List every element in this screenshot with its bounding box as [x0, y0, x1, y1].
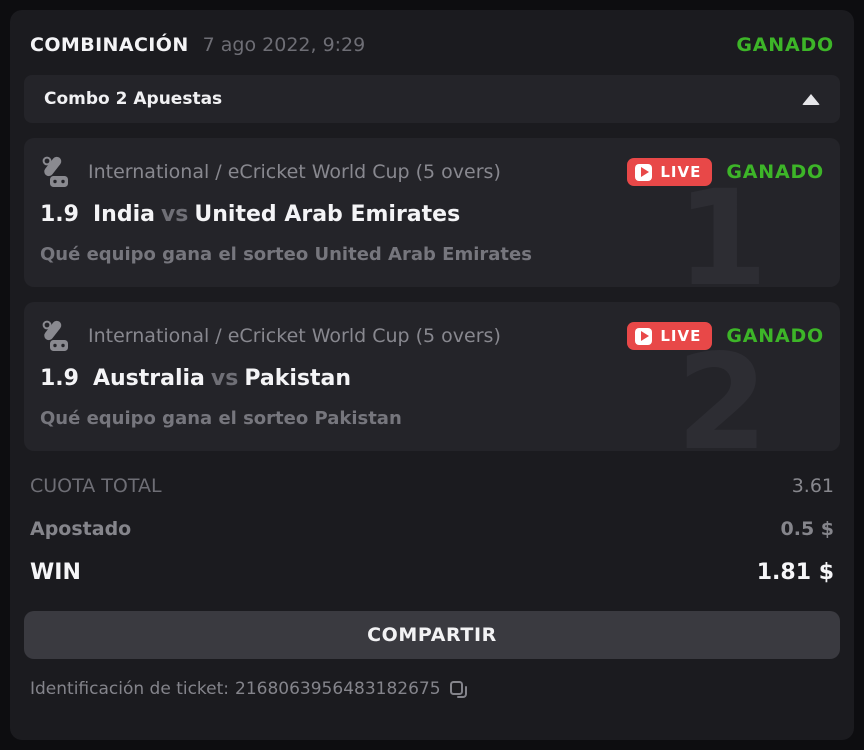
- ticket-datetime: 7 ago 2022, 9:29: [202, 34, 366, 56]
- bet-ticket-card: COMBINACIÓN 7 ago 2022, 9:29 GANADO Comb…: [10, 10, 854, 740]
- ticket-id-value: 2168063956483182675: [235, 679, 441, 699]
- combo-label: Combo 2 Apuestas: [44, 89, 223, 109]
- win-label: WIN: [30, 560, 81, 585]
- bet-odds: 1.9: [40, 366, 79, 391]
- live-badge: LIVE: [627, 158, 713, 186]
- bet-index-watermark: 2: [676, 326, 768, 451]
- ticket-header: COMBINACIÓN 7 ago 2022, 9:29 GANADO: [24, 10, 840, 56]
- chevron-up-icon[interactable]: [802, 93, 820, 105]
- bet-row-1: 1 International / eCricket World Cup (5 …: [24, 138, 840, 287]
- away-team: United Arab Emirates: [194, 202, 461, 227]
- totals-section: CUOTA TOTAL 3.61 Apostado 0.5 $ WIN 1.81…: [24, 475, 840, 585]
- home-team: Australia: [92, 366, 205, 391]
- league-name: International / eCricket World Cup (5 ov…: [88, 325, 501, 347]
- ticket-id-label: Identificación de ticket:: [30, 679, 230, 699]
- ecricket-icon: [40, 319, 76, 353]
- league-name: International / eCricket World Cup (5 ov…: [88, 161, 501, 183]
- home-team: India: [92, 202, 155, 227]
- total-odds-value: 3.61: [791, 475, 834, 497]
- away-team: Pakistan: [244, 366, 352, 391]
- bet-status-badge: GANADO: [726, 325, 824, 347]
- bet-odds: 1.9: [40, 202, 79, 227]
- match-line: 1.9 Australia vs Pakistan: [40, 366, 824, 391]
- share-button[interactable]: COMPARTIR: [24, 611, 840, 659]
- market-selection: Qué equipo gana el sorteo Pakistan: [40, 408, 402, 429]
- match-line: 1.9 India vs United Arab Emirates: [40, 202, 824, 227]
- total-odds-label: CUOTA TOTAL: [30, 475, 162, 497]
- win-value: 1.81 $: [756, 560, 834, 585]
- ecricket-icon: [40, 155, 76, 189]
- bet-index-watermark: 1: [676, 162, 768, 287]
- stake-label: Apostado: [30, 518, 132, 540]
- bet-status-badge: GANADO: [726, 161, 824, 183]
- vs-label: vs: [160, 202, 189, 227]
- bet-row-2: 2 International / eCricket World Cup (5 …: [24, 302, 840, 451]
- combo-collapse-header[interactable]: Combo 2 Apuestas: [24, 75, 840, 123]
- ticket-id-row: Identificación de ticket: 21680639564831…: [24, 679, 840, 699]
- ticket-status-badge: GANADO: [736, 34, 834, 56]
- ticket-type-title: COMBINACIÓN: [30, 34, 189, 56]
- play-icon: [635, 163, 653, 181]
- live-badge: LIVE: [627, 322, 713, 350]
- play-icon: [635, 327, 653, 345]
- copy-icon[interactable]: [449, 680, 468, 699]
- market-selection: Qué equipo gana el sorteo United Arab Em…: [40, 244, 532, 265]
- stake-value: 0.5 $: [780, 518, 835, 540]
- vs-label: vs: [210, 366, 239, 391]
